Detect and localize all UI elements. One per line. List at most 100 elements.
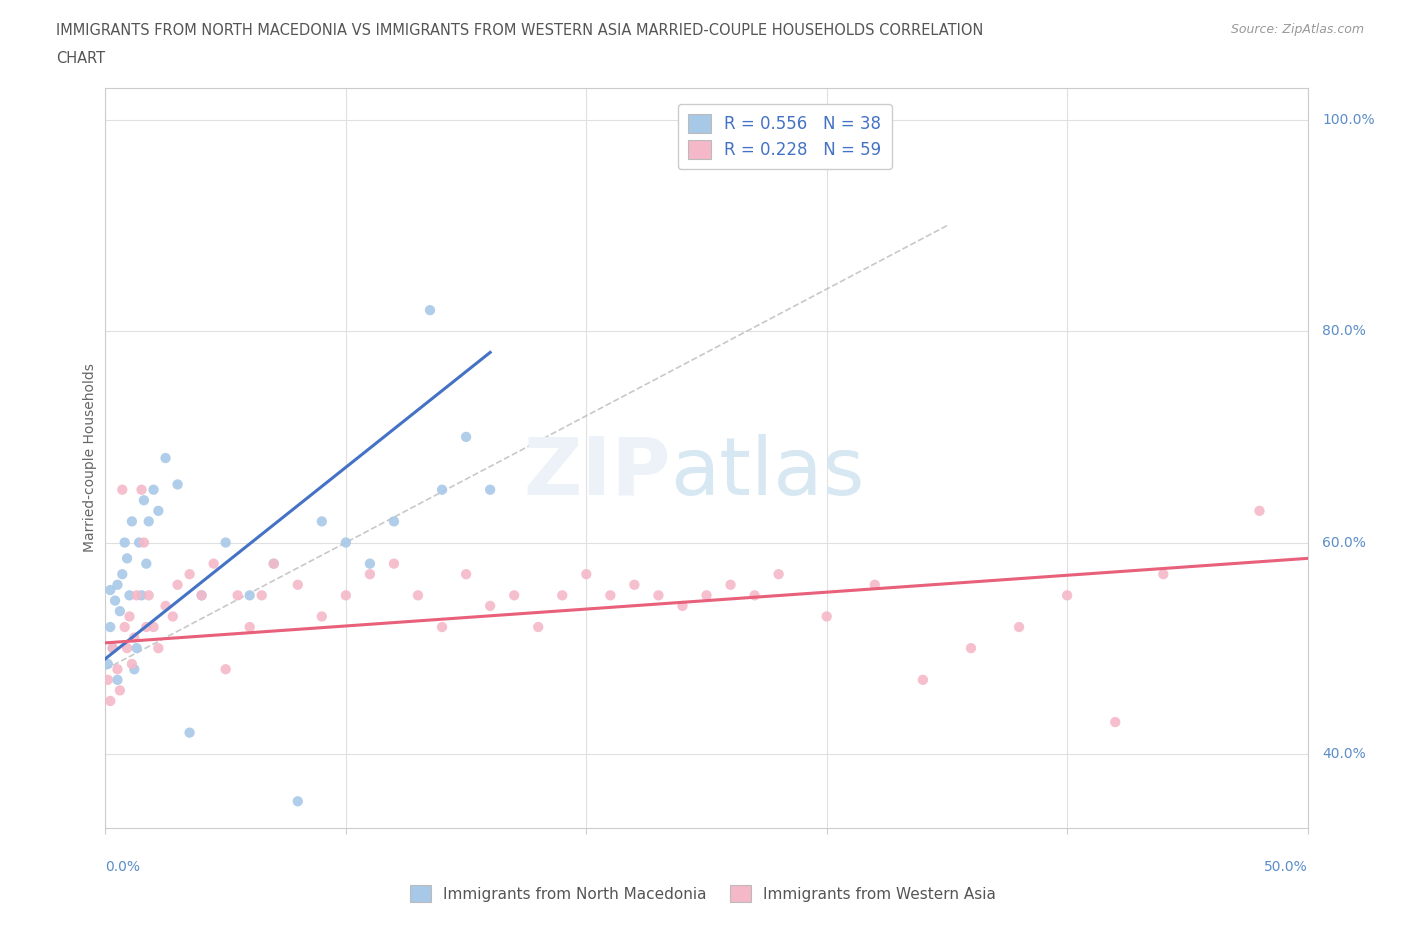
Point	[114, 535, 136, 550]
Point	[190, 588, 212, 603]
Point	[166, 477, 188, 492]
Point	[1008, 619, 1031, 634]
Point	[135, 556, 157, 571]
Point	[155, 599, 177, 614]
Point	[359, 566, 381, 581]
Point	[575, 566, 598, 581]
Point	[419, 302, 441, 317]
Point	[239, 588, 262, 603]
Point	[128, 535, 150, 550]
Point	[121, 657, 143, 671]
Point	[142, 619, 165, 634]
Point	[108, 683, 131, 698]
Point	[226, 588, 249, 603]
Point	[382, 556, 405, 571]
Legend: R = 0.556   N = 38, R = 0.228   N = 59: R = 0.556 N = 38, R = 0.228 N = 59	[678, 104, 891, 169]
Point	[214, 535, 236, 550]
Point	[250, 588, 273, 603]
Text: 0.0%: 0.0%	[105, 860, 141, 874]
Point	[744, 588, 766, 603]
Point	[287, 794, 309, 809]
Point	[479, 483, 502, 498]
Point	[263, 556, 285, 571]
Point	[124, 662, 146, 677]
Point	[1249, 503, 1271, 518]
Point	[114, 619, 136, 634]
Point	[527, 619, 550, 634]
Legend: Immigrants from North Macedonia, Immigrants from Western Asia: Immigrants from North Macedonia, Immigra…	[404, 879, 1002, 909]
Point	[720, 578, 742, 592]
Point	[118, 609, 141, 624]
Point	[359, 556, 381, 571]
Point	[131, 483, 153, 498]
Point	[696, 588, 718, 603]
Point	[138, 514, 160, 529]
Text: Source: ZipAtlas.com: Source: ZipAtlas.com	[1230, 23, 1364, 36]
Point	[162, 609, 184, 624]
Point	[132, 493, 155, 508]
Point	[125, 641, 148, 656]
Point	[647, 588, 669, 603]
Point	[166, 578, 188, 592]
Point	[1104, 714, 1126, 729]
Point	[179, 566, 201, 581]
Point	[430, 619, 453, 634]
Point	[107, 662, 129, 677]
Point	[148, 503, 170, 518]
Point	[125, 588, 148, 603]
Point	[135, 619, 157, 634]
Point	[311, 514, 333, 529]
Point	[599, 588, 621, 603]
Point	[148, 641, 170, 656]
Text: IMMIGRANTS FROM NORTH MACEDONIA VS IMMIGRANTS FROM WESTERN ASIA MARRIED-COUPLE H: IMMIGRANTS FROM NORTH MACEDONIA VS IMMIG…	[56, 23, 984, 38]
Point	[121, 514, 143, 529]
Point	[671, 599, 693, 614]
Point	[97, 672, 120, 687]
Point	[131, 588, 153, 603]
Point	[108, 604, 131, 618]
Point	[382, 514, 405, 529]
Point	[454, 566, 477, 581]
Point	[430, 483, 453, 498]
Point	[107, 578, 129, 592]
Point	[335, 588, 357, 603]
Point	[132, 535, 155, 550]
Point	[124, 631, 146, 645]
Point	[115, 551, 138, 565]
Point	[138, 588, 160, 603]
Point	[1056, 588, 1078, 603]
Point	[179, 725, 201, 740]
Text: CHART: CHART	[56, 51, 105, 66]
Point	[118, 588, 141, 603]
Point	[454, 430, 477, 445]
Point	[287, 578, 309, 592]
Point	[98, 582, 121, 597]
Point	[263, 556, 285, 571]
Point	[104, 593, 127, 608]
Point	[1152, 566, 1174, 581]
Point	[98, 619, 121, 634]
Point	[335, 535, 357, 550]
Point	[98, 694, 121, 709]
Point	[311, 609, 333, 624]
Point	[155, 450, 177, 465]
Point	[239, 619, 262, 634]
Point	[101, 641, 124, 656]
Point	[142, 483, 165, 498]
Text: ZIP: ZIP	[523, 433, 671, 512]
Point	[863, 578, 886, 592]
Point	[960, 641, 983, 656]
Point	[911, 672, 934, 687]
Text: atlas: atlas	[671, 433, 865, 512]
Point	[101, 641, 124, 656]
Text: 80.0%: 80.0%	[1322, 325, 1365, 339]
Point	[815, 609, 838, 624]
Point	[623, 578, 645, 592]
Point	[107, 672, 129, 687]
Point	[111, 483, 134, 498]
Point	[190, 588, 212, 603]
Text: 60.0%: 60.0%	[1322, 536, 1365, 550]
Point	[768, 566, 790, 581]
Point	[202, 556, 225, 571]
Point	[406, 588, 429, 603]
